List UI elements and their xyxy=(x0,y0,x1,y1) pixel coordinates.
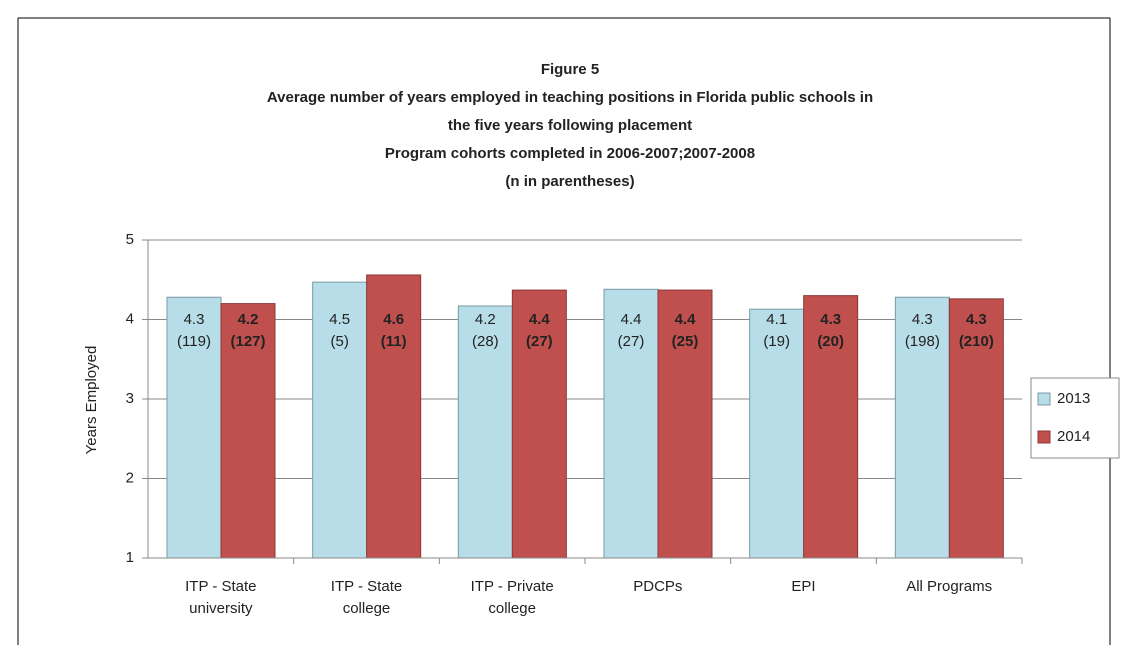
y-tick-label: 3 xyxy=(126,390,134,407)
legend-label: 2013 xyxy=(1057,390,1090,407)
data-label: 4.2 xyxy=(238,311,259,328)
legend-swatch xyxy=(1037,430,1051,444)
chart-title: Program cohorts completed in 2006-2007;2… xyxy=(385,145,755,162)
data-label: 4.1 xyxy=(766,311,787,328)
data-label: (20) xyxy=(817,333,844,350)
data-label: 4.5 xyxy=(329,311,350,328)
y-tick-label: 2 xyxy=(126,469,134,486)
data-label: 4.6 xyxy=(383,311,404,328)
legend-swatch xyxy=(1037,392,1051,406)
data-label: (198) xyxy=(905,333,940,350)
data-label: 4.3 xyxy=(820,311,841,328)
bar xyxy=(948,298,1004,559)
chart-title: Figure 5 xyxy=(541,61,599,78)
data-label: 4.2 xyxy=(475,311,496,328)
bar xyxy=(803,295,859,559)
x-tick-label: All Programs xyxy=(906,578,993,595)
data-label: (27) xyxy=(526,333,553,350)
x-tick-label: PDCPs xyxy=(633,578,683,595)
data-label: (127) xyxy=(230,333,265,350)
legend-label: 2014 xyxy=(1057,428,1090,445)
legend-box xyxy=(1030,377,1120,459)
bar xyxy=(511,289,567,559)
chart-title: the five years following placement xyxy=(448,117,692,134)
bar xyxy=(312,281,368,559)
x-tick-label: ITP - State university xyxy=(185,578,257,617)
data-label: (19) xyxy=(763,333,790,350)
data-label: 4.4 xyxy=(675,311,697,328)
data-label: (210) xyxy=(959,333,994,350)
bar xyxy=(457,305,513,559)
bar xyxy=(366,274,422,559)
y-axis-label: Years Employed xyxy=(83,346,100,455)
data-label: 4.4 xyxy=(529,311,551,328)
bar xyxy=(749,308,805,559)
chart-title: Average number of years employed in teac… xyxy=(267,89,873,106)
x-tick-label: ITP - Private college xyxy=(470,578,554,617)
data-label: (28) xyxy=(472,333,499,350)
data-label: (27) xyxy=(618,333,645,350)
data-label: (11) xyxy=(381,333,407,350)
x-tick-label: ITP - State college xyxy=(330,578,403,617)
data-label: 4.3 xyxy=(912,311,933,328)
bar xyxy=(220,303,276,559)
y-tick-label: 5 xyxy=(126,231,134,248)
data-label: 4.3 xyxy=(966,311,987,328)
bar xyxy=(657,289,713,559)
data-label: (25) xyxy=(672,333,699,350)
y-tick-label: 4 xyxy=(126,310,134,327)
data-label: 4.4 xyxy=(621,311,642,328)
bar xyxy=(894,296,950,559)
data-label: 4.3 xyxy=(184,311,205,328)
data-label: (5) xyxy=(330,333,348,350)
x-tick-label: EPI xyxy=(791,578,816,595)
bar xyxy=(603,288,659,559)
chart-title: (n in parentheses) xyxy=(505,173,634,190)
data-label: (119) xyxy=(177,333,211,350)
y-tick-label: 1 xyxy=(126,549,134,566)
